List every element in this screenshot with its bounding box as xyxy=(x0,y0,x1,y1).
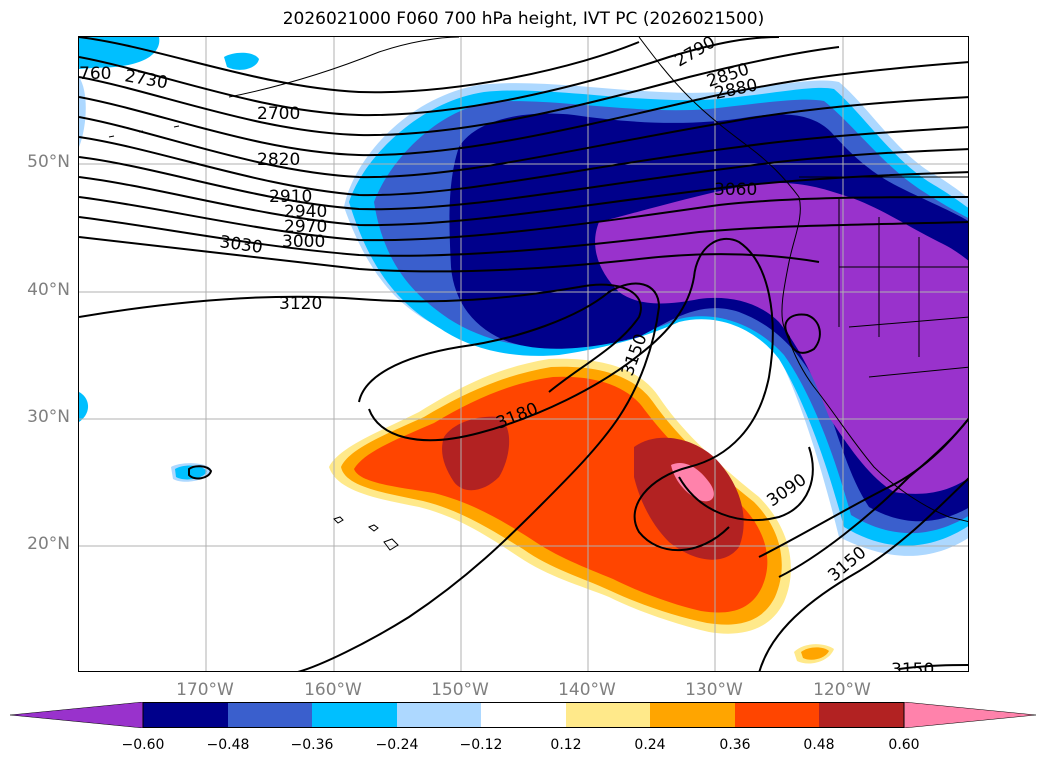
shade-cyan-aleutian xyxy=(224,52,259,70)
graticule xyxy=(79,37,968,671)
contour-label: 3060 xyxy=(714,180,757,200)
contour-line xyxy=(79,171,968,227)
mexico-border xyxy=(868,366,968,378)
contour-line xyxy=(79,46,840,137)
contour-line xyxy=(79,37,780,117)
colorbar-segment-redorange xyxy=(735,702,819,728)
colorbar-tick: 0.24 xyxy=(634,737,666,753)
map-panel: 760 2730 2700 2820 2910 2940 2970 3000 3… xyxy=(78,36,969,672)
contour-line xyxy=(188,465,213,480)
colorbar-segment-pink-extend xyxy=(903,702,1036,728)
height-contours xyxy=(79,37,968,671)
colorbar-segment-lightblue xyxy=(397,702,481,728)
lon-label-120w: 120°W xyxy=(813,680,871,700)
contour-line xyxy=(79,283,642,393)
contour-label: 3090 xyxy=(763,470,810,511)
shade-purple-east xyxy=(595,182,968,494)
hawaii-islands xyxy=(333,516,399,551)
contour-label: 2910 xyxy=(269,187,312,207)
contour-line xyxy=(79,61,968,157)
lat-label-30n: 30°N xyxy=(27,407,70,427)
map-canvas: 760 2730 2700 2820 2910 2940 2970 3000 3… xyxy=(79,37,968,672)
lon-label-160w: 160°W xyxy=(304,680,362,700)
contour-label: 3150 xyxy=(824,543,870,586)
contour-line xyxy=(79,96,968,179)
lon-label-130w: 130°W xyxy=(685,680,743,700)
contour-line xyxy=(784,313,821,354)
shade-cyan-hawaii xyxy=(175,465,207,480)
contour-line xyxy=(778,417,968,578)
colorbar-segment-yellow xyxy=(566,702,650,728)
colorbar-segment-darkred xyxy=(819,702,904,728)
colorbar-tick: 0.48 xyxy=(803,737,835,753)
contour-line xyxy=(758,477,968,671)
colorbar-tick: −0.60 xyxy=(121,737,165,753)
shade-cyan-west-edge xyxy=(79,392,89,422)
colorbar-segment-cyan xyxy=(312,702,397,728)
contour-line xyxy=(898,664,968,670)
lon-label-170w: 170°W xyxy=(176,680,234,700)
contour-line xyxy=(297,282,661,671)
positive-ivt-shading xyxy=(329,358,834,664)
contour-label: 2790 xyxy=(672,37,719,71)
colorbar-segment-purple-extend xyxy=(10,702,144,728)
colorbar-tick: −0.24 xyxy=(375,737,419,753)
contour-label: 3120 xyxy=(279,294,322,314)
contour-line xyxy=(79,196,968,242)
contour-line xyxy=(79,148,968,211)
coastlines xyxy=(108,37,968,551)
colorbar-tick: 0.12 xyxy=(550,737,582,753)
contour-line xyxy=(79,216,968,257)
colorbar-segment-orange xyxy=(650,702,735,728)
contour-line xyxy=(678,446,814,521)
contour-label: 3150 xyxy=(891,660,934,672)
contour-line xyxy=(368,237,774,552)
shade-darkred-east xyxy=(634,437,744,560)
shade-lightblue-west xyxy=(79,77,86,147)
colorbar-tick: 0.60 xyxy=(888,737,920,753)
colorbar-segment-white xyxy=(481,702,566,728)
colorbar-tick: 0.36 xyxy=(719,737,751,753)
colorbar-tick: −0.36 xyxy=(290,737,334,753)
contour-line xyxy=(79,126,968,197)
lon-label-150w: 150°W xyxy=(431,680,489,700)
shade-darkred-west xyxy=(442,416,510,491)
contour-label: 2820 xyxy=(257,150,300,170)
colorbar-tick: −0.48 xyxy=(206,737,250,753)
colorbar-outline xyxy=(142,702,905,728)
contour-label: 760 xyxy=(79,64,111,84)
shade-pink xyxy=(671,463,714,502)
lat-label-20n: 20°N xyxy=(27,534,70,554)
shade-orange-south xyxy=(801,647,829,660)
contour-label: 2970 xyxy=(284,217,327,237)
colorbar-tick: −0.12 xyxy=(459,737,503,753)
lat-label-40n: 40°N xyxy=(27,280,70,300)
colorbar xyxy=(10,702,1036,728)
contour-line xyxy=(79,236,820,273)
contour-line xyxy=(79,37,640,94)
colorbar-segment-royal xyxy=(228,702,312,728)
north-america-coast xyxy=(781,196,968,523)
contour-label: 3000 xyxy=(282,232,325,252)
contour-label: 2700 xyxy=(257,104,300,124)
contour-labels: 760 2730 2700 2820 2910 2940 2970 3000 3… xyxy=(79,37,934,672)
colorbar-segment-navy xyxy=(143,702,228,728)
us-state-lines xyxy=(838,197,968,357)
contour-label: 2940 xyxy=(284,202,327,222)
map-title: 2026021000 F060 700 hPa height, IVT PC (… xyxy=(282,9,765,29)
lat-label-50n: 50°N xyxy=(27,152,70,172)
lon-label-140w: 140°W xyxy=(558,680,616,700)
